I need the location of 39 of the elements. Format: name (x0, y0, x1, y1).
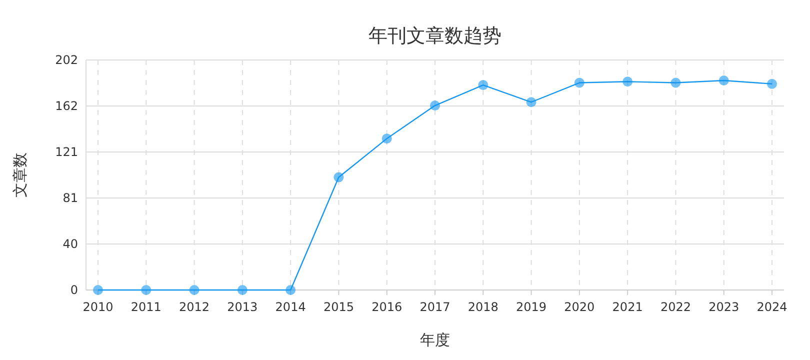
x-tick-label: 2015 (323, 300, 354, 314)
point (93, 285, 103, 295)
x-tick-label: 2017 (420, 300, 450, 314)
x-tick-label: 2022 (660, 300, 691, 314)
point (189, 285, 200, 295)
y-tick-label: 40 (62, 237, 78, 251)
y-tick-label: 202 (55, 53, 78, 67)
x-tick-label: 2012 (179, 300, 210, 314)
point (767, 78, 777, 89)
y-tick-label: 0 (70, 283, 78, 297)
x-tick-label: 2016 (372, 300, 402, 314)
x-tick-label: 2010 (82, 300, 114, 314)
x-tick-label: 2020 (564, 300, 595, 314)
x-axis-title: 年度 (420, 331, 450, 349)
y-tick-label: 121 (55, 145, 78, 159)
point (574, 78, 584, 88)
point (141, 285, 152, 295)
x-tick-label: 2014 (275, 300, 306, 314)
point (526, 97, 536, 108)
point (237, 285, 248, 295)
point (382, 134, 392, 144)
x-tick-label: 2024 (756, 300, 788, 314)
point (430, 100, 440, 111)
point (670, 78, 681, 88)
point (286, 285, 296, 295)
chart-title: 年刊文章数趋势 (368, 25, 502, 47)
x-tick-label: 2013 (227, 300, 258, 314)
y-axis-title: 文章数 (11, 152, 29, 198)
x-tick-label: 2023 (708, 300, 740, 314)
y-tick-label: 81 (62, 191, 78, 205)
x-tick-label: 2011 (130, 300, 162, 314)
point (334, 172, 344, 182)
point (718, 75, 729, 86)
x-tick-label: 2018 (468, 300, 498, 314)
x-tick-label: 2021 (612, 300, 643, 314)
y-tick-label: 162 (55, 99, 78, 113)
x-tick-label: 2019 (516, 300, 547, 314)
point (622, 76, 633, 87)
point (478, 80, 488, 90)
